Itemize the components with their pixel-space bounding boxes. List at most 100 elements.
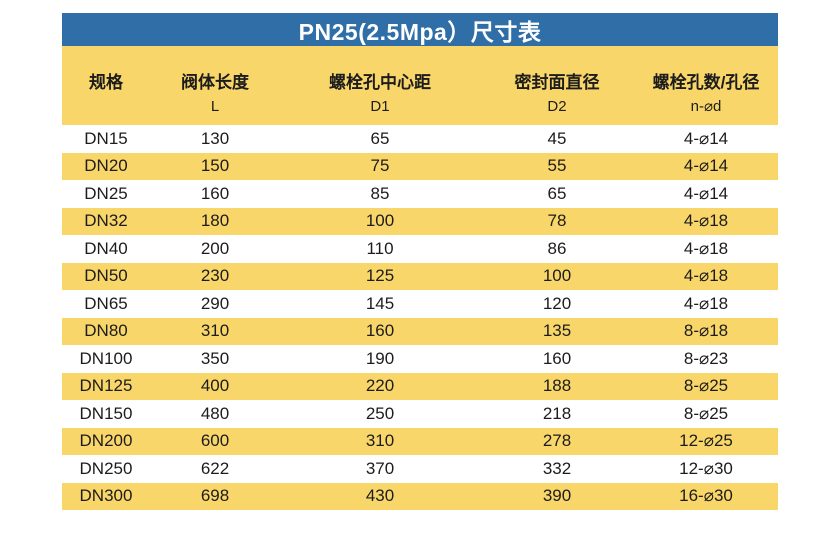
cell-length: 600 bbox=[200, 431, 230, 451]
cell-bolts: 4-⌀14 bbox=[683, 156, 729, 176]
cell-bolts: 4-⌀14 bbox=[683, 128, 729, 148]
table-body: DN15 130 65 45 4-⌀14 DN20 150 75 55 4-⌀1… bbox=[62, 125, 778, 510]
table-row: DN40 200 110 86 4-⌀18 bbox=[62, 235, 778, 263]
column-header-symbol: D2 bbox=[547, 98, 567, 115]
cell-length: 150 bbox=[200, 156, 230, 176]
cell-length: 160 bbox=[200, 183, 230, 203]
cell-d1: 85 bbox=[370, 183, 390, 203]
cell-d2: 188 bbox=[542, 376, 572, 396]
cell-bolts: 12-⌀30 bbox=[679, 458, 733, 478]
cell-length: 622 bbox=[200, 458, 230, 478]
cell-spec: DN20 bbox=[84, 156, 128, 176]
cell-d1: 110 bbox=[366, 238, 394, 258]
cell-bolts: 8-⌀25 bbox=[683, 403, 729, 423]
table-header-row: 规格 阀体长度 L 螺栓孔中心距 D1 密封面直径 D2 螺栓孔数/孔径 n-⌀… bbox=[62, 46, 778, 125]
cell-d1: 160 bbox=[365, 321, 395, 341]
cell-d1: 220 bbox=[365, 376, 395, 396]
cell-length: 310 bbox=[200, 321, 230, 341]
cell-bolts: 8-⌀25 bbox=[683, 376, 729, 396]
cell-d2: 332 bbox=[542, 458, 572, 478]
table-row: DN300 698 430 390 16-⌀30 bbox=[62, 482, 778, 510]
cell-bolts: 4-⌀18 bbox=[683, 266, 729, 286]
table-row: DN250 622 370 332 12-⌀30 bbox=[62, 455, 778, 483]
cell-bolts: 12-⌀25 bbox=[679, 431, 733, 451]
column-header: 阀体长度 L bbox=[150, 70, 280, 125]
cell-spec: DN150 bbox=[79, 403, 133, 423]
cell-d1: 310 bbox=[365, 431, 395, 451]
table-row: DN200 600 310 278 12-⌀25 bbox=[62, 427, 778, 455]
cell-d2: 45 bbox=[547, 128, 567, 148]
table-row: DN80 310 160 135 8-⌀18 bbox=[62, 317, 778, 345]
cell-d2: 390 bbox=[542, 486, 572, 506]
cell-length: 200 bbox=[200, 238, 230, 258]
table-row: DN32 180 100 78 4-⌀18 bbox=[62, 207, 778, 235]
table-row: DN125 400 220 188 8-⌀25 bbox=[62, 372, 778, 400]
column-header-label: 螺栓孔中心距 bbox=[329, 73, 431, 92]
cell-d1: 145 bbox=[365, 293, 395, 313]
cell-spec: DN65 bbox=[84, 293, 128, 313]
table-row: DN100 350 190 160 8-⌀23 bbox=[62, 345, 778, 373]
cell-d1: 430 bbox=[365, 486, 395, 506]
table-row: DN15 130 65 45 4-⌀14 bbox=[62, 125, 778, 153]
cell-spec: DN125 bbox=[79, 376, 133, 396]
cell-bolts: 16-⌀30 bbox=[679, 486, 733, 506]
cell-d1: 65 bbox=[370, 128, 390, 148]
cell-d1: 125 bbox=[365, 266, 395, 286]
cell-spec: DN15 bbox=[84, 128, 128, 148]
cell-d2: 86 bbox=[547, 238, 567, 258]
column-header-label: 阀体长度 bbox=[181, 73, 249, 92]
cell-length: 130 bbox=[200, 128, 230, 148]
table-row: DN50 230 125 100 4-⌀18 bbox=[62, 262, 778, 290]
cell-length: 290 bbox=[200, 293, 230, 313]
column-header: 螺栓孔中心距 D1 bbox=[280, 70, 480, 125]
cell-spec: DN200 bbox=[79, 431, 133, 451]
column-header: 规格 bbox=[62, 70, 150, 125]
cell-length: 230 bbox=[200, 266, 230, 286]
cell-length: 180 bbox=[200, 211, 230, 231]
table-title: PN25(2.5Mpa）尺寸表 bbox=[298, 18, 542, 45]
column-header-symbol: L bbox=[210, 98, 220, 115]
cell-d2: 160 bbox=[542, 348, 572, 368]
cell-bolts: 4-⌀18 bbox=[683, 211, 729, 231]
table-row: DN150 480 250 218 8-⌀25 bbox=[62, 400, 778, 428]
cell-d1: 190 bbox=[365, 348, 395, 368]
cell-spec: DN250 bbox=[79, 458, 133, 478]
table-row: DN65 290 145 120 4-⌀18 bbox=[62, 290, 778, 318]
column-header-label: 密封面直径 bbox=[514, 73, 600, 92]
cell-d2: 78 bbox=[547, 211, 567, 231]
cell-spec: DN300 bbox=[79, 486, 133, 506]
cell-bolts: 4-⌀14 bbox=[683, 183, 729, 203]
column-header-symbol: n-⌀d bbox=[690, 98, 722, 115]
cell-bolts: 4-⌀18 bbox=[683, 293, 729, 313]
dimension-table: 规格 阀体长度 L 螺栓孔中心距 D1 密封面直径 D2 螺栓孔数/孔径 n-⌀… bbox=[62, 46, 778, 510]
cell-length: 698 bbox=[200, 486, 230, 506]
column-header-symbol: D1 bbox=[370, 98, 390, 115]
cell-length: 480 bbox=[200, 403, 230, 423]
cell-length: 350 bbox=[200, 348, 230, 368]
cell-spec: DN50 bbox=[84, 266, 128, 286]
column-header: 密封面直径 D2 bbox=[480, 70, 634, 125]
spec-sheet-panel: PN25(2.5Mpa）尺寸表 规格 阀体长度 L 螺栓孔中心距 D1 密封面直… bbox=[62, 13, 778, 510]
cell-spec: DN40 bbox=[84, 238, 128, 258]
cell-bolts: 8-⌀18 bbox=[683, 321, 729, 341]
cell-d2: 100 bbox=[542, 266, 572, 286]
cell-d1: 100 bbox=[365, 211, 395, 231]
column-header: 螺栓孔数/孔径 n-⌀d bbox=[634, 70, 778, 125]
cell-spec: DN80 bbox=[84, 321, 128, 341]
cell-d2: 135 bbox=[542, 321, 572, 341]
cell-bolts: 8-⌀23 bbox=[683, 348, 729, 368]
cell-length: 400 bbox=[200, 376, 230, 396]
cell-d1: 370 bbox=[365, 458, 395, 478]
cell-d1: 75 bbox=[370, 156, 390, 176]
cell-bolts: 4-⌀18 bbox=[683, 238, 729, 258]
cell-spec: DN32 bbox=[84, 211, 128, 231]
cell-d2: 65 bbox=[547, 183, 567, 203]
table-row: DN20 150 75 55 4-⌀14 bbox=[62, 152, 778, 180]
column-header-label: 规格 bbox=[89, 73, 123, 92]
table-title-bar: PN25(2.5Mpa）尺寸表 bbox=[62, 13, 778, 46]
cell-spec: DN25 bbox=[84, 183, 128, 203]
cell-d1: 250 bbox=[365, 403, 395, 423]
cell-d2: 120 bbox=[542, 293, 572, 313]
cell-d2: 55 bbox=[547, 156, 567, 176]
cell-spec: DN100 bbox=[79, 348, 133, 368]
